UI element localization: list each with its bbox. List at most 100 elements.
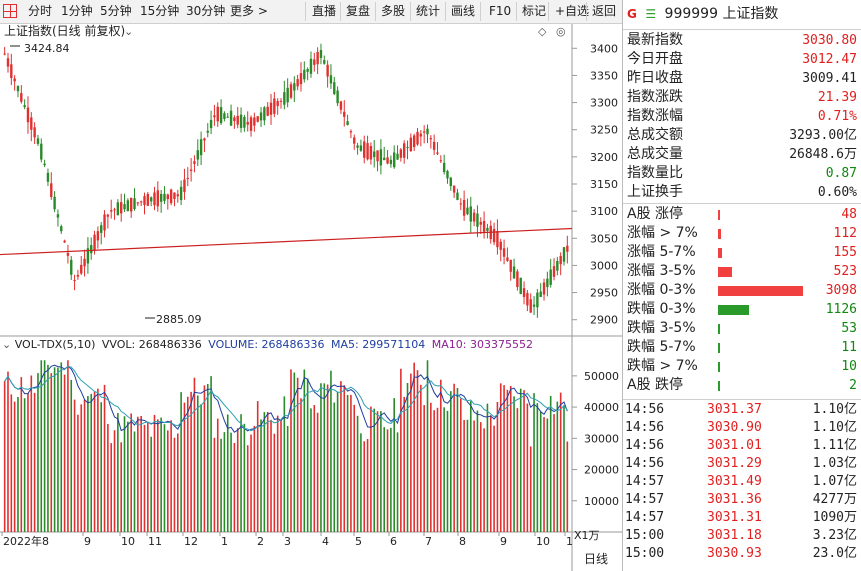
toolbar-item-13[interactable]: +自选 bbox=[555, 4, 590, 18]
candle-body bbox=[472, 212, 476, 222]
toolbar-item-14[interactable]: 返回 bbox=[592, 4, 617, 18]
candle-body bbox=[356, 145, 359, 148]
period-label[interactable]: 日线 bbox=[584, 552, 609, 566]
support-trendline bbox=[0, 227, 573, 256]
chevron-down-icon[interactable]: ⌄ bbox=[124, 25, 134, 38]
toolbar-item-12[interactable]: 标记 bbox=[522, 4, 547, 18]
breadth-value: 48 bbox=[841, 207, 857, 222]
menu-icon[interactable]: ☰ bbox=[645, 7, 657, 21]
chart-title: 上证指数(日线 前复权) bbox=[4, 24, 126, 38]
breadth-bar bbox=[718, 210, 720, 220]
trade-price: 3030.93 bbox=[707, 546, 762, 561]
trade-time: 14:56 bbox=[625, 420, 665, 435]
stat-value: 0.60% bbox=[817, 185, 857, 200]
candle-body bbox=[56, 214, 60, 218]
candle-body bbox=[40, 143, 43, 160]
diamond-icon[interactable]: ◇ bbox=[538, 25, 547, 38]
candle-body bbox=[442, 162, 446, 173]
candle-body bbox=[336, 90, 339, 104]
candle-body bbox=[149, 197, 153, 202]
breadth-value: 1126 bbox=[825, 302, 857, 317]
toolbar-item-7[interactable]: 复盘 bbox=[346, 4, 371, 18]
breadth-row: A股 跌停 2 bbox=[627, 376, 859, 395]
toolbar-item-10[interactable]: 画线 bbox=[451, 4, 476, 18]
settings-icon[interactable]: ◎ bbox=[556, 25, 566, 38]
candle-body bbox=[376, 150, 379, 162]
trade-amount: 1.03亿 bbox=[812, 456, 857, 471]
candle-body bbox=[532, 304, 536, 307]
candle-body bbox=[36, 138, 40, 144]
breadth-row: 跌幅 0-3% 1126 bbox=[627, 300, 859, 319]
toolbar-item-9[interactable]: 统计 bbox=[416, 4, 441, 18]
candle-body bbox=[559, 256, 562, 265]
stat-value: 3012.47 bbox=[802, 52, 857, 67]
candle-body bbox=[309, 58, 313, 74]
candle-body bbox=[136, 202, 140, 204]
layout-grid-icon[interactable] bbox=[3, 4, 17, 18]
candle-body bbox=[123, 204, 126, 210]
candle-body bbox=[119, 202, 123, 214]
trade-row: 14:56 3031.29 1.03亿 bbox=[625, 455, 859, 473]
toolbar-item-3[interactable]: 15分钟 bbox=[140, 4, 180, 18]
stat-row: 昨日收盘 3009.41 bbox=[627, 69, 859, 88]
price-tick-label: 3150 bbox=[590, 178, 618, 191]
candle-body bbox=[63, 240, 66, 243]
trade-price: 3031.01 bbox=[707, 438, 762, 453]
candle-body bbox=[456, 192, 459, 200]
candle-body bbox=[406, 146, 409, 148]
candle-body bbox=[86, 248, 90, 264]
candle-body bbox=[116, 202, 120, 216]
stat-label: 总成交量 bbox=[627, 146, 683, 162]
date-tick-label: 2 bbox=[257, 535, 264, 548]
candle-body bbox=[213, 115, 216, 118]
g-badge-icon[interactable]: G bbox=[627, 7, 637, 21]
candle-body bbox=[96, 231, 100, 241]
candle-body bbox=[393, 152, 396, 168]
price-tick-label: 3400 bbox=[590, 42, 618, 55]
toolbar-item-1[interactable]: 1分钟 bbox=[61, 4, 93, 18]
candle-body bbox=[316, 51, 319, 65]
breadth-bar bbox=[718, 286, 803, 296]
toolbar-item-8[interactable]: 多股 bbox=[381, 4, 406, 18]
candle-body bbox=[163, 193, 166, 201]
kline-chart-svg[interactable]: 2900 2950 3000 3050 3100 3150 3200 3250 3300 3350… bbox=[0, 24, 622, 571]
candle-body bbox=[66, 252, 70, 256]
toolbar-item-6[interactable]: 直播 bbox=[312, 4, 337, 18]
candle-body bbox=[193, 161, 196, 164]
stat-label: 指数量比 bbox=[627, 165, 683, 181]
breadth-bar bbox=[718, 362, 720, 372]
breadth-label: 跌幅 5-7% bbox=[627, 339, 696, 355]
date-tick-label: 1 bbox=[566, 535, 573, 548]
candle-body bbox=[153, 192, 156, 206]
candle-body bbox=[466, 207, 469, 215]
trade-amount: 1.07亿 bbox=[812, 474, 857, 489]
candle-body bbox=[412, 135, 416, 148]
breadth-bar bbox=[718, 305, 749, 315]
candle-body bbox=[90, 245, 93, 254]
candle-body bbox=[273, 98, 276, 114]
vol-title: VOL-TDX(5,10) bbox=[14, 338, 96, 351]
candle-body bbox=[286, 87, 289, 103]
toolbar-item-5[interactable]: 更多 > bbox=[230, 4, 268, 18]
candle-body bbox=[486, 227, 489, 231]
quote-panel: G ☰ 999999 上证指数 最新指数 3030.80 今日开盘 3012.47 昨日… bbox=[622, 0, 861, 571]
stat-label: 最新指数 bbox=[627, 32, 683, 48]
candle-body bbox=[283, 92, 286, 105]
high-price-label: 3424.84 bbox=[24, 42, 70, 55]
toolbar-item-2[interactable]: 5分钟 bbox=[100, 4, 132, 18]
stat-row: 最新指数 3030.80 bbox=[627, 31, 859, 50]
toolbar-item-0[interactable]: 分时 bbox=[28, 4, 53, 18]
candle-body bbox=[3, 53, 6, 55]
vol-chevron-icon[interactable]: ⌄ bbox=[2, 338, 12, 351]
toolbar-item-4[interactable]: 30分钟 bbox=[186, 4, 226, 18]
toolbar-item-11[interactable]: F10 bbox=[489, 4, 512, 18]
stat-value: 3009.41 bbox=[802, 71, 857, 86]
toolbar-divider bbox=[340, 2, 341, 21]
candle-body bbox=[93, 234, 96, 251]
trade-price: 3031.29 bbox=[707, 456, 762, 471]
candle-body bbox=[536, 292, 539, 308]
breadth-bar bbox=[718, 381, 720, 391]
breadth-label: 跌幅 > 7% bbox=[627, 358, 698, 374]
candle-body bbox=[379, 149, 383, 166]
date-tick-label: 1 bbox=[221, 535, 228, 548]
